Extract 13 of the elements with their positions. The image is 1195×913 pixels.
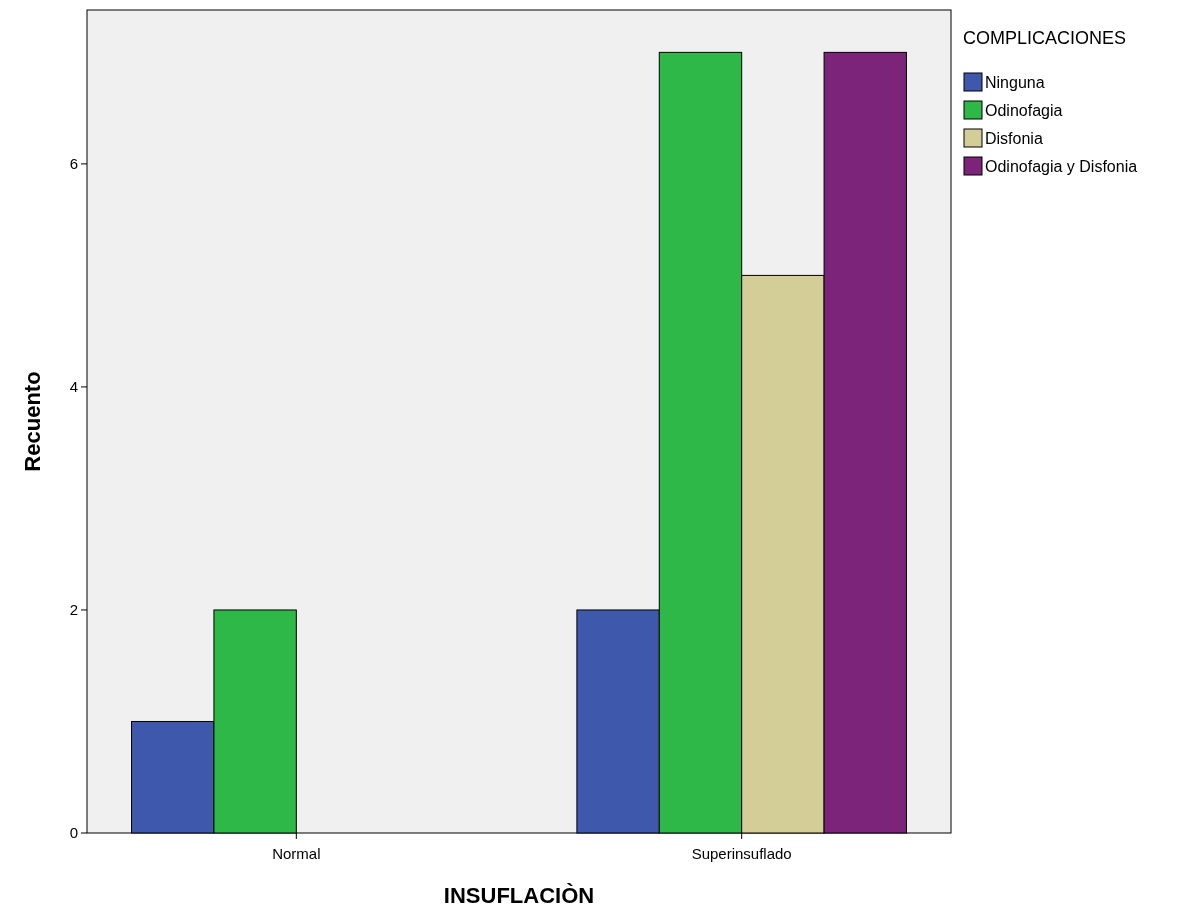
y-tick-label: 2 (69, 601, 78, 619)
y-tick-label: 4 (69, 378, 78, 396)
x-axis-title: INSUFLACIÒN (443, 883, 595, 908)
legend-label: Ninguna (985, 73, 1045, 91)
legend-label: Disfonia (985, 129, 1043, 147)
legend-title: COMPLICACIONES (963, 28, 1127, 48)
y-tick-label: 6 (69, 155, 78, 173)
legend-label: Odinofagia y Disfonia (985, 157, 1138, 175)
y-tick-label: 0 (69, 824, 78, 842)
legend-label: Odinofagia (985, 101, 1063, 119)
x-tick-label: Normal (272, 845, 321, 862)
y-axis-title: Recuento (20, 371, 45, 472)
x-tick-label: Superinsuflado (691, 845, 792, 862)
